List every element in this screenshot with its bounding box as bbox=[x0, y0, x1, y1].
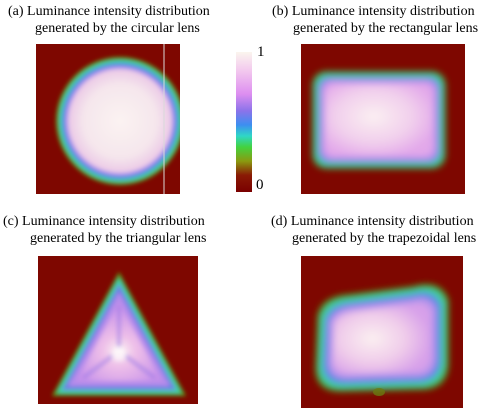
colorbar-max-label: 1 bbox=[257, 44, 265, 60]
caption-d: (d) Luminance intensity distribution gen… bbox=[271, 213, 476, 247]
caption-b: (b) Luminance intensity distribution gen… bbox=[272, 3, 478, 37]
caption-a: (a) Luminance intensity distribution gen… bbox=[8, 3, 210, 37]
panel-a-circular bbox=[36, 44, 180, 194]
panel-d-trapezoidal bbox=[301, 256, 463, 408]
colorbar-gradient bbox=[236, 52, 252, 192]
colorbar bbox=[236, 52, 252, 192]
caption-d-line1: (d) Luminance intensity distribution bbox=[271, 214, 474, 229]
panel-b-rectangular bbox=[301, 44, 465, 194]
caption-d-line2: generated by the trapezoidal lens bbox=[292, 231, 477, 246]
caption-b-line2: generated by the rectangular lens bbox=[293, 21, 479, 36]
caption-a-line2: generated by the circular lens bbox=[35, 21, 200, 36]
caption-c-line2: generated by the triangular lens bbox=[30, 231, 207, 246]
colorbar-min-label: 0 bbox=[256, 177, 264, 193]
panel-c-triangular bbox=[38, 256, 198, 404]
caption-a-line1: (a) Luminance intensity distribution bbox=[8, 4, 210, 19]
caption-b-line1: (b) Luminance intensity distribution bbox=[272, 4, 475, 19]
caption-c-line1: (c) Luminance intensity distribution bbox=[3, 214, 205, 229]
caption-c: (c) Luminance intensity distribution gen… bbox=[3, 213, 206, 247]
